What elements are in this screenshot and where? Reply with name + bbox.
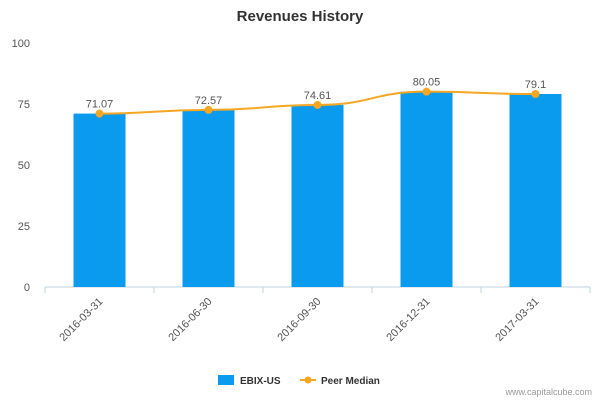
x-tick-label: 2017-03-31 [493,296,541,344]
legend-marker-peer [304,376,312,384]
peer-median-point [531,89,540,98]
bar-series [73,91,562,287]
y-tick-label: 0 [24,282,30,294]
x-axis: 2016-03-31 2016-06-30 2016-09-30 2016-12-31… [44,286,591,344]
bar [291,104,344,287]
x-tick-label: 2016-09-30 [275,296,323,344]
legend-label-peer: Peer Median [321,376,380,387]
x-tick-label: 2016-06-30 [166,296,214,344]
peer-median-point [422,87,431,96]
bar [73,113,126,287]
legend-label-ebix: EBIX-US [240,376,281,387]
peer-median-point [204,105,213,114]
data-label: 72.57 [195,95,223,107]
y-tick-label: 25 [18,221,30,233]
chart-title: Revenues History [237,8,364,25]
bar [400,91,453,287]
line-series [95,87,540,118]
credit-text: www.capitalcube.com [504,387,592,397]
bar [182,109,235,287]
data-label: 80.05 [413,77,441,89]
legend-swatch-ebix [218,375,234,385]
y-axis: 0 25 50 75 100 [12,38,30,294]
peer-median-point [95,109,104,118]
x-tick-label: 2016-12-31 [384,296,432,344]
peer-median-point [313,100,322,109]
bar [509,93,562,287]
data-label: 74.61 [304,90,332,102]
x-tick-label: 2016-03-31 [57,296,105,344]
data-label: 79.1 [525,79,546,91]
legend: EBIX-US Peer Median [218,375,380,387]
data-label: 71.07 [86,99,114,111]
y-tick-label: 75 [18,99,30,111]
y-tick-label: 50 [18,160,30,172]
data-labels: 71.07 72.57 74.61 80.05 79.1 [86,77,546,111]
y-tick-label: 100 [12,38,30,50]
